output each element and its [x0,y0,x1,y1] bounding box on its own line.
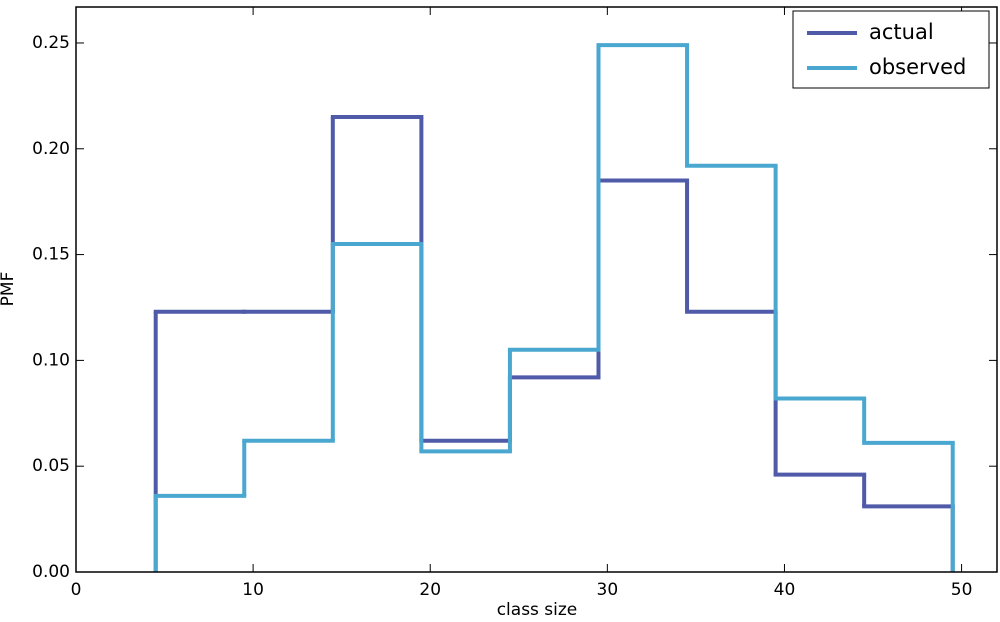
x-tick-label: 40 [774,580,796,600]
x-tick-label: 30 [597,580,619,600]
x-tick-label: 20 [419,580,441,600]
x-tick-label: 50 [951,580,973,600]
plot-frame [75,6,998,573]
y-tick-label: 0.10 [32,350,70,370]
legend-label: actual [869,20,934,44]
legend-label: observed [869,55,966,79]
y-tick-label: 0.05 [32,456,70,476]
y-tick-label: 0.00 [32,562,70,582]
x-axis-label: class size [497,600,578,620]
y-tick-label: 0.15 [32,245,70,265]
x-tick-label: 0 [71,580,82,600]
y-tick-label: 0.20 [32,139,70,159]
legend-box [792,10,990,89]
y-tick-label: 0.25 [32,33,70,53]
y-axis-label: PMF [0,272,18,307]
x-tick-label: 10 [242,580,264,600]
